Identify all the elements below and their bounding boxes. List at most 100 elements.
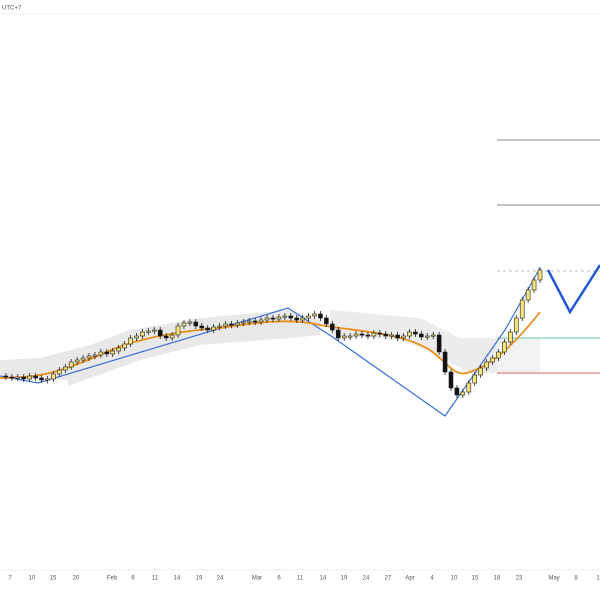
zigzag-line [0, 267, 541, 417]
candle-body [508, 331, 513, 343]
candle-body [169, 334, 175, 339]
candle-body [57, 369, 62, 375]
candle-body [490, 357, 495, 363]
candle-body [318, 313, 323, 319]
time-axis-label: 27 [385, 576, 392, 582]
candle-body [389, 334, 394, 337]
candle-body [424, 335, 430, 338]
candle-body [525, 289, 531, 301]
candle-body [537, 269, 543, 281]
candle-body [146, 330, 151, 333]
candle-body [276, 316, 282, 320]
candle-body [401, 335, 406, 339]
candle-body [15, 376, 21, 379]
candle-body [365, 334, 371, 337]
candle-body [128, 337, 133, 345]
candle-body [240, 321, 246, 324]
time-axis-label: 15 [50, 576, 57, 582]
candle-body [235, 322, 240, 326]
time-axis-label: 11 [152, 576, 159, 582]
candle-body [62, 366, 68, 371]
candle-body [312, 313, 317, 317]
candle-body [513, 317, 519, 333]
candle-body [134, 335, 139, 339]
candle-body [294, 317, 300, 321]
candle-body [454, 387, 460, 396]
candles [3, 267, 543, 398]
candle-body [205, 327, 210, 331]
candle-body [163, 335, 169, 339]
candle-body [377, 332, 383, 335]
channel-band [0, 310, 320, 386]
candle-body [436, 334, 442, 353]
candle-body [140, 331, 145, 337]
time-axis-label: 18 [494, 576, 501, 582]
candle-body [157, 329, 163, 337]
time-axis-label: 24 [217, 576, 224, 582]
candle-body [341, 335, 347, 339]
time-axis-label: 10 [29, 576, 36, 582]
candle-body [306, 315, 311, 319]
timezone-label: UTC+7 [2, 6, 22, 12]
candle-body [519, 299, 525, 319]
time-axis-label: 19 [341, 576, 348, 582]
candle-body [116, 347, 121, 352]
time-axis-label: Apr [405, 576, 414, 582]
candle-body [371, 332, 377, 337]
time-axis-label: 1 [596, 576, 600, 582]
candle-body [258, 319, 264, 323]
candle-body [74, 359, 80, 363]
candle-body [252, 320, 258, 323]
time-axis-label: 11 [297, 576, 304, 582]
time-axis-label: 20 [73, 576, 80, 582]
candle-body [181, 322, 187, 327]
time-axis-label: 6 [277, 576, 281, 582]
candle-body [484, 361, 489, 369]
time-axis-label: 7 [8, 576, 12, 582]
candle-body [45, 378, 50, 381]
candle-body [175, 325, 181, 336]
candle-body [80, 357, 86, 361]
time-axis: 7 10 15 20 Feb 6 11 14 19 24 Mar 6 11 14 19 24 27 Apr 4 10 1… [8, 576, 600, 582]
candle-body [300, 317, 305, 321]
candle-body [199, 325, 205, 329]
time-axis-label: 14 [320, 576, 327, 582]
candle-body [359, 333, 365, 336]
candle-body [395, 334, 400, 339]
candle-body [478, 367, 483, 376]
candle-body [531, 279, 537, 291]
candle-body [187, 321, 193, 324]
time-axis-label: 6 [131, 576, 135, 582]
candle-body [264, 317, 270, 321]
candle-body [9, 376, 15, 379]
candle-body [324, 317, 329, 325]
candle-body [27, 375, 32, 380]
candle-body [86, 355, 92, 359]
candle-body [330, 323, 335, 331]
candle-body [288, 315, 294, 319]
time-axis-label: 4 [430, 576, 434, 582]
candle-body [442, 351, 448, 373]
time-axis-label: 8 [574, 576, 578, 582]
candle-body [51, 373, 56, 380]
candle-body [211, 326, 216, 331]
candle-body [502, 341, 507, 353]
time-axis-label: Feb [107, 576, 118, 582]
candle-body [33, 375, 38, 379]
candle-body [68, 361, 74, 368]
candle-body [110, 350, 116, 355]
candle-body [217, 325, 222, 328]
candle-body [3, 375, 9, 378]
candle-body [466, 382, 472, 393]
candle-body [472, 374, 478, 384]
candle-body [407, 331, 412, 337]
candle-body [347, 335, 353, 338]
candle-body [460, 391, 466, 396]
candle-body [92, 354, 98, 357]
candle-body [448, 371, 454, 389]
time-axis-label: 15 [472, 576, 479, 582]
candle-body [335, 329, 341, 339]
time-axis-label: 10 [451, 576, 458, 582]
candle-body [104, 351, 110, 355]
